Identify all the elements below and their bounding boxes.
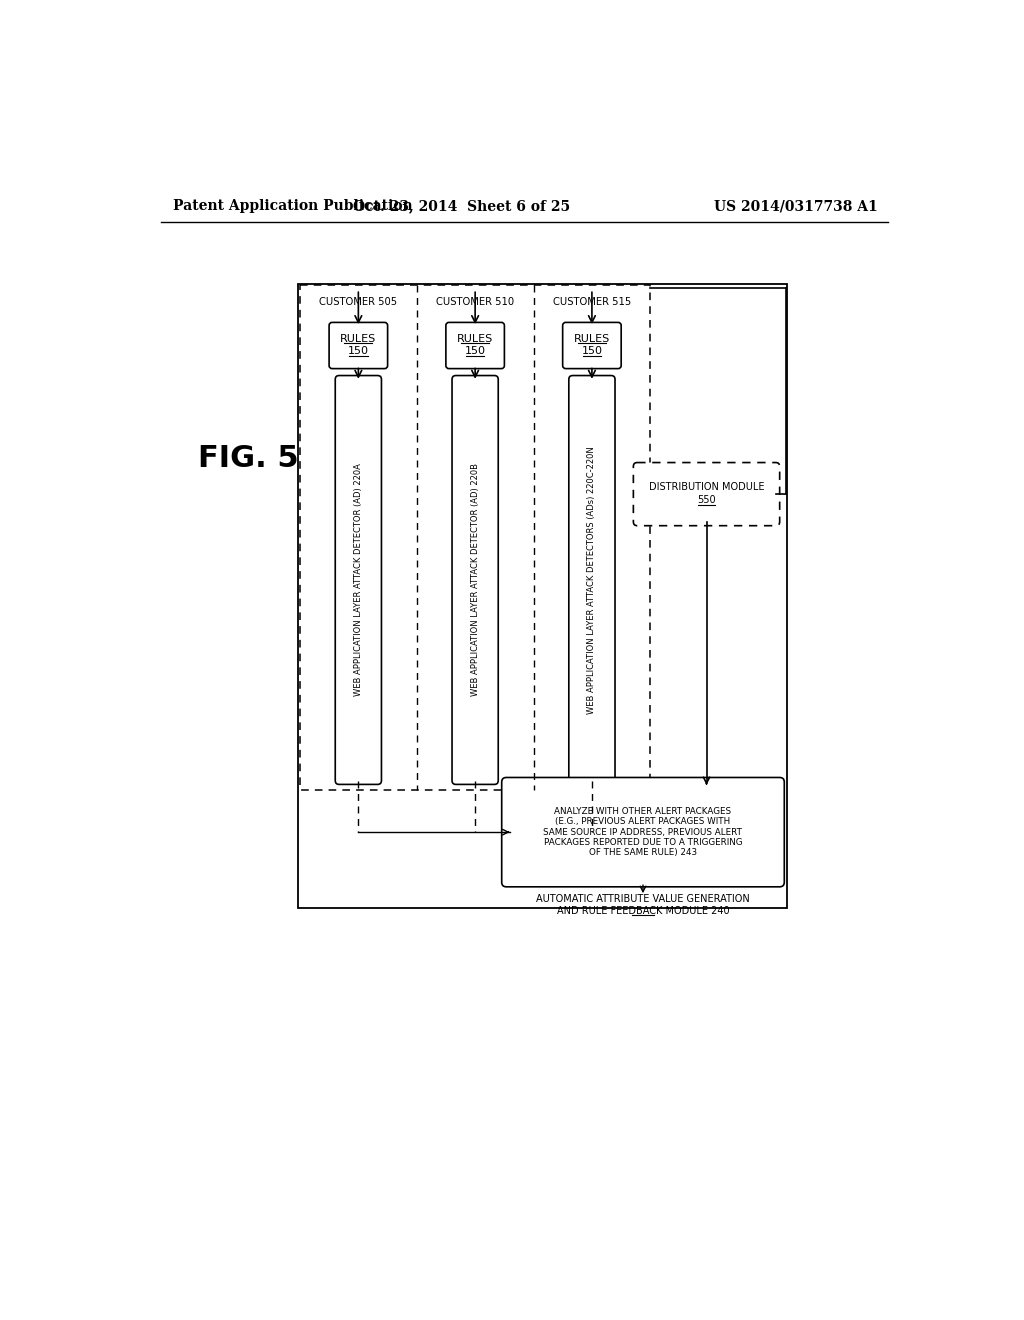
Text: 550: 550: [697, 495, 716, 506]
FancyBboxPatch shape: [452, 376, 499, 784]
Text: WEB APPLICATION LAYER ATTACK DETECTORS (ADs) 220C-220N: WEB APPLICATION LAYER ATTACK DETECTORS (…: [588, 446, 596, 714]
Text: CUSTOMER 510: CUSTOMER 510: [436, 297, 514, 308]
Text: RULES: RULES: [457, 334, 494, 343]
Text: AUTOMATIC ATTRIBUTE VALUE GENERATION
AND RULE FEEDBACK MODULE 240: AUTOMATIC ATTRIBUTE VALUE GENERATION AND…: [537, 895, 750, 916]
Text: Patent Application Publication: Patent Application Publication: [173, 199, 413, 213]
FancyBboxPatch shape: [634, 462, 779, 525]
FancyBboxPatch shape: [502, 777, 784, 887]
Text: Oct. 23, 2014  Sheet 6 of 25: Oct. 23, 2014 Sheet 6 of 25: [353, 199, 570, 213]
Text: US 2014/0317738 A1: US 2014/0317738 A1: [714, 199, 878, 213]
Text: RULES: RULES: [340, 334, 377, 343]
FancyBboxPatch shape: [335, 376, 382, 784]
FancyBboxPatch shape: [562, 322, 622, 368]
Text: 150: 150: [348, 346, 369, 356]
FancyBboxPatch shape: [329, 322, 388, 368]
FancyBboxPatch shape: [445, 322, 505, 368]
Text: ANALYZE WITH OTHER ALERT PACKAGES
(E.G., PREVIOUS ALERT PACKAGES WITH
SAME SOURC: ANALYZE WITH OTHER ALERT PACKAGES (E.G.,…: [544, 807, 742, 858]
Text: CUSTOMER 515: CUSTOMER 515: [553, 297, 631, 308]
Text: RULES: RULES: [573, 334, 610, 343]
Text: DISTRIBUTION MODULE: DISTRIBUTION MODULE: [649, 482, 764, 492]
Text: WEB APPLICATION LAYER ATTACK DETECTOR (AD) 220A: WEB APPLICATION LAYER ATTACK DETECTOR (A…: [354, 463, 362, 697]
Text: 150: 150: [465, 346, 485, 356]
Text: WEB APPLICATION LAYER ATTACK DETECTOR (AD) 220B: WEB APPLICATION LAYER ATTACK DETECTOR (A…: [471, 463, 479, 697]
Text: FIG. 5: FIG. 5: [199, 445, 299, 473]
Text: CUSTOMER 505: CUSTOMER 505: [319, 297, 397, 308]
Text: 150: 150: [582, 346, 602, 356]
FancyBboxPatch shape: [568, 376, 615, 784]
